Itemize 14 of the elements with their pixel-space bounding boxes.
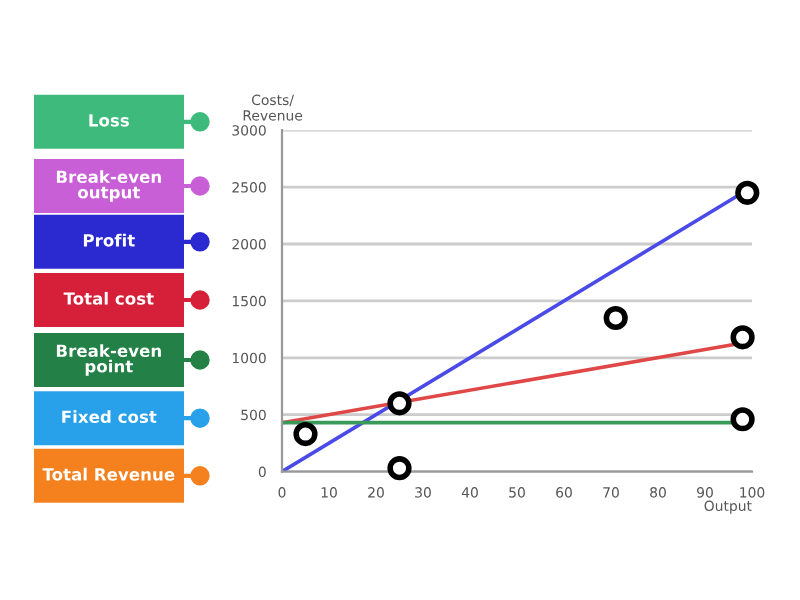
- text: Loss: [89, 114, 129, 127]
- text: Total cost: [63, 291, 154, 305]
- point: [730, 325, 755, 350]
- point: [387, 456, 412, 481]
- point: [293, 421, 318, 447]
- text: Break-even point: [56, 344, 161, 376]
- point: [730, 407, 755, 432]
- text: Break-even output: [56, 170, 161, 202]
- point: [735, 180, 760, 205]
- point: [603, 305, 628, 331]
- text: Profit: [83, 233, 135, 247]
- text: Total Revenue: [42, 467, 175, 481]
- text: Fixed cost: [62, 410, 157, 424]
- point: [387, 391, 412, 416]
